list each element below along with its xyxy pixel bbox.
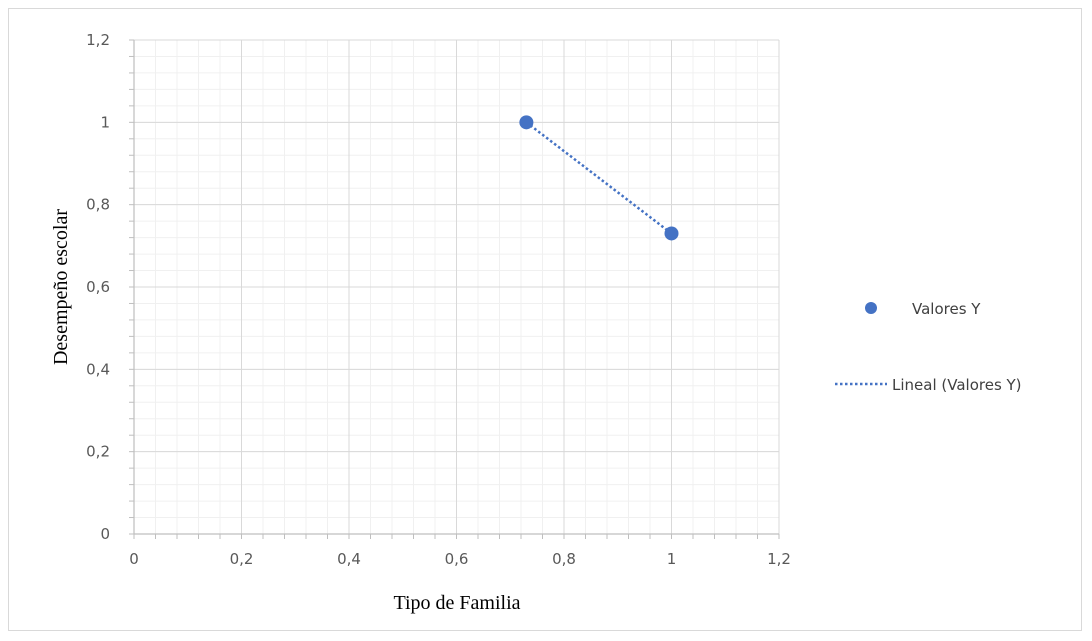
major-gridlines (133, 39, 780, 535)
y-tick-labels: 0 0,2 0,4 0,6 0,8 1 1,2 (86, 31, 110, 543)
data-point (664, 226, 679, 241)
data-points (519, 115, 679, 241)
y-axis-title: Desempeño escolar (50, 209, 72, 365)
legend-marker-valores-y (865, 302, 877, 314)
scatter-chart: 0 0,2 0,4 0,6 0,8 1 1,2 0 0,2 0,4 0,6 0,8 1 1,2 Tipo… (50, 31, 1022, 614)
x-tick-label: 0 (129, 550, 139, 568)
x-tick-label: 0,4 (337, 550, 361, 568)
trendline-group (525, 121, 673, 235)
y-tick-label: 0,6 (86, 278, 110, 296)
legend: Valores Y Lineal (Valores Y) (835, 300, 1022, 394)
y-tick-label: 0,4 (86, 360, 110, 378)
x-tick-labels: 0 0,2 0,4 0,6 0,8 1 1,2 (129, 550, 791, 568)
chart-area: 0 0,2 0,4 0,6 0,8 1 1,2 0 0,2 0,4 0,6 0,8 1 1,2 Tipo… (8, 8, 1082, 631)
x-tick-label: 0,2 (230, 550, 254, 568)
x-tick-label: 1,2 (767, 550, 791, 568)
y-tick-label: 1,2 (86, 31, 110, 49)
axes (129, 39, 780, 539)
legend-label-trendline: Lineal (Valores Y) (892, 376, 1022, 394)
y-tick-label: 0 (100, 525, 110, 543)
x-tick-label: 0,8 (552, 550, 576, 568)
trendline (525, 121, 673, 235)
data-point (519, 115, 534, 130)
x-tick-label: 0,6 (445, 550, 469, 568)
x-axis-title: Tipo de Familia (393, 592, 520, 614)
y-tick-label: 1 (100, 113, 110, 131)
x-tick-label: 1 (667, 550, 677, 568)
y-tick-label: 0,2 (86, 443, 110, 461)
y-tick-label: 0,8 (86, 196, 110, 214)
legend-label-valores-y: Valores Y (912, 300, 981, 318)
